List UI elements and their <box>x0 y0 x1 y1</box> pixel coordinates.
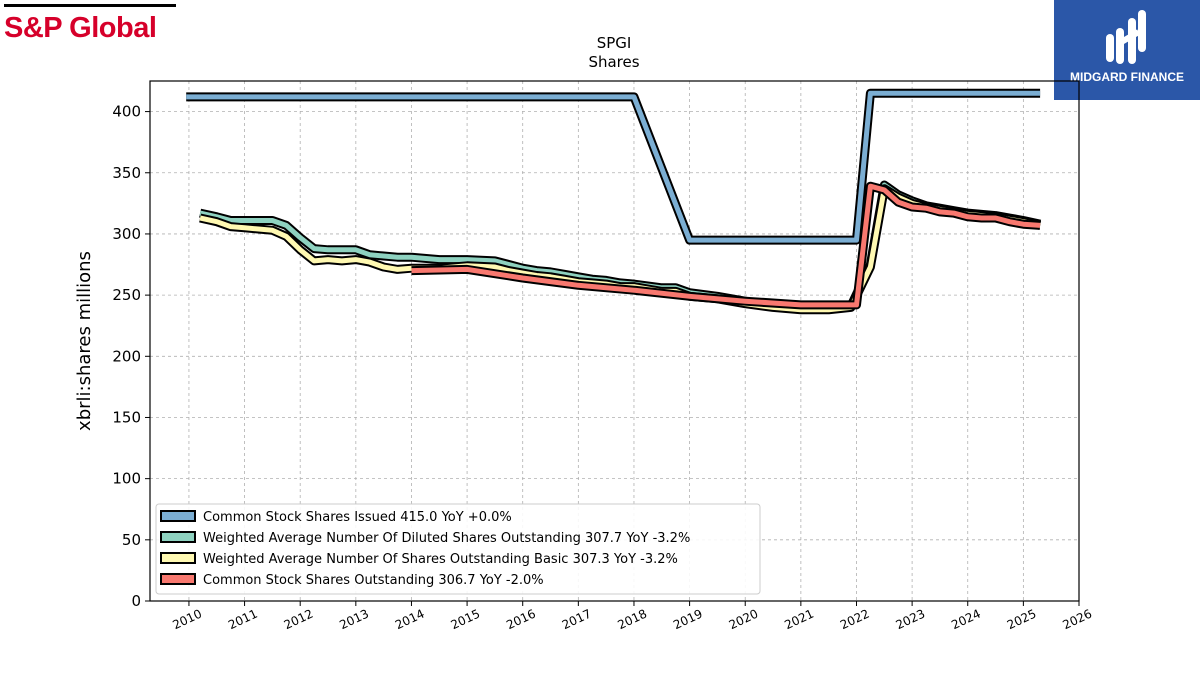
x-tick-label: 2016 <box>504 607 538 633</box>
legend-label: Weighted Average Number Of Diluted Share… <box>203 531 690 546</box>
y-tick-label: 350 <box>112 164 141 182</box>
x-tick-label: 2012 <box>282 607 316 633</box>
series-outline <box>411 181 1041 310</box>
x-tick-label: 2014 <box>393 607 427 633</box>
legend-swatch <box>160 573 196 585</box>
x-tick-label: 2019 <box>671 607 705 633</box>
series-stroke <box>411 183 1041 308</box>
y-axis-label: xbrli:shares millions <box>74 251 95 431</box>
legend-label: Common Stock Shares Issued 415.0 YoY +0.… <box>203 510 512 525</box>
series-line-1 <box>186 88 1041 245</box>
x-tick-label: 2017 <box>560 607 594 633</box>
sp-global-logo: S&P Global <box>4 4 176 43</box>
legend-swatch <box>160 552 196 564</box>
x-tick-label: 2022 <box>838 607 872 633</box>
x-tick-label: 2013 <box>337 607 371 633</box>
sp-global-logo-text: S&P Global <box>4 12 157 44</box>
x-tick-label: 2018 <box>615 607 649 633</box>
y-tick-label: 150 <box>112 408 141 426</box>
x-tick-label: 2026 <box>1061 607 1095 633</box>
series-line-4 <box>411 181 1041 310</box>
x-tick-label: 2010 <box>170 607 204 633</box>
series-stroke <box>186 90 1041 243</box>
y-tick-label: 100 <box>112 470 141 488</box>
y-tick-label: 250 <box>112 286 141 304</box>
x-tick-label: 2011 <box>226 607 260 633</box>
x-tick-label: 2024 <box>949 607 983 633</box>
midgard-mark-icon <box>1106 10 1146 64</box>
chart-title: SPGI <box>597 34 632 52</box>
x-tick-label: 2021 <box>782 607 816 633</box>
y-tick-label: 300 <box>112 225 141 243</box>
legend: Common Stock Shares Issued 415.0 YoY +0.… <box>155 503 761 595</box>
plot-frame <box>149 80 1080 602</box>
x-tick-label: 2023 <box>894 607 928 633</box>
y-tick-label: 400 <box>112 103 141 121</box>
y-tick-label: 0 <box>131 592 141 610</box>
y-tick-label: 50 <box>122 531 141 549</box>
x-tick-label: 2015 <box>449 607 483 633</box>
legend-label: Weighted Average Number Of Shares Outsta… <box>203 552 678 567</box>
y-tick-label: 200 <box>112 347 141 365</box>
legend-label: Common Stock Shares Outstanding 306.7 Yo… <box>203 573 544 588</box>
midgard-finance-logo: MIDGARD FINANCE <box>1054 0 1200 100</box>
logo-rule <box>4 4 176 7</box>
legend-box <box>155 503 761 595</box>
chart-subtitle: Shares <box>588 53 639 71</box>
midgard-finance-text: MIDGARD FINANCE <box>1070 70 1184 84</box>
x-tick-label: 2025 <box>1005 607 1039 633</box>
series-layer <box>186 88 1042 315</box>
legend-swatch <box>160 531 196 543</box>
x-tick-label: 2020 <box>727 607 761 633</box>
legend-swatch <box>160 510 196 522</box>
